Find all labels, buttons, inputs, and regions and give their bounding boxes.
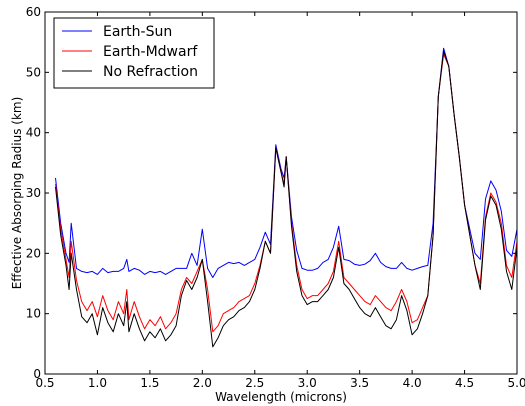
y-tick-label: 30 <box>26 186 41 200</box>
y-tick-label: 20 <box>26 246 41 260</box>
x-axis-label: Wavelength (microns) <box>215 390 347 404</box>
x-tick-label: 4.0 <box>403 376 422 390</box>
y-tick-label: 40 <box>26 126 41 140</box>
y-axis: 0 10 20 30 40 50 60 <box>26 5 517 381</box>
x-tick-label: 4.5 <box>455 376 474 390</box>
x-tick-label: 3.5 <box>350 376 369 390</box>
y-axis-label: Effective Absorping Radius (km) <box>10 97 24 290</box>
y-tick-label: 10 <box>26 307 41 321</box>
x-tick-label: 0.5 <box>35 376 54 390</box>
y-tick-label: 50 <box>26 65 41 79</box>
legend-label-0: Earth-Sun <box>103 24 172 40</box>
x-tick-label: 1.0 <box>88 376 107 390</box>
x-tick-label: 2.5 <box>245 376 264 390</box>
legend-box <box>53 17 215 89</box>
x-tick-label: 5.0 <box>507 376 525 390</box>
legend-label-2: No Refraction <box>103 64 198 80</box>
y-tick-label: 60 <box>26 5 41 19</box>
series-line-2 <box>55 50 517 348</box>
y-tick-label: 0 <box>33 367 41 381</box>
x-tick-label: 1.5 <box>140 376 159 390</box>
legend: Earth-Sun Earth-Mdwarf No Refraction <box>53 17 215 89</box>
x-tick-label: 2.0 <box>193 376 212 390</box>
series-layer <box>55 47 517 348</box>
x-tick-label: 3.0 <box>298 376 317 390</box>
legend-label-1: Earth-Mdwarf <box>103 44 198 60</box>
x-axis: 0.5 1.0 1.5 2.0 2.5 3.0 3.5 4.0 4.5 5.0 <box>35 12 525 390</box>
